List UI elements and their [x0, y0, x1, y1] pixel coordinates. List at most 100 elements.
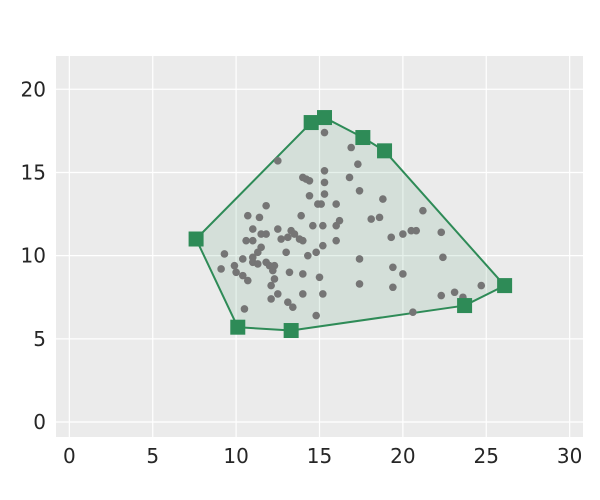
scatter-point [253, 260, 262, 268]
scatter-point [242, 236, 250, 245]
scatter-point [419, 206, 427, 215]
scatter-point [282, 248, 290, 257]
scatter-point [354, 160, 362, 168]
x-tick-label: 25 [474, 444, 499, 468]
scatter-point [240, 305, 249, 313]
scatter-point [230, 261, 239, 270]
scatter-point [389, 263, 397, 272]
scatter-point [238, 255, 247, 263]
hull-vertex-marker [230, 319, 246, 335]
scatter-point [232, 268, 240, 277]
scatter-point [355, 255, 364, 263]
scatter-point [347, 143, 355, 152]
scatter-point [220, 250, 229, 258]
y-tick-label: 5 [33, 327, 46, 351]
x-tick-label: 10 [223, 444, 248, 468]
hull-vertex-marker [317, 110, 333, 126]
scatter-point [375, 213, 384, 222]
scatter-point [319, 290, 327, 298]
y-tick-labels: 0 5 10 15 20 [21, 77, 46, 434]
scatter-point [409, 308, 417, 317]
scatter-point [305, 191, 314, 200]
x-tick-label: 30 [557, 444, 582, 468]
scatter-point [262, 201, 270, 210]
scatter-point [437, 291, 446, 300]
scatter-point [309, 221, 317, 230]
x-tick-label: 5 [146, 444, 159, 468]
scatter-point [389, 283, 397, 292]
scatter-point [320, 166, 329, 175]
hull-vertex-marker [377, 143, 393, 159]
scatter-point [312, 311, 320, 320]
scatter-point [315, 273, 324, 282]
scatter-point [290, 230, 299, 238]
scatter-point [355, 186, 364, 195]
hull-vertex-marker [303, 115, 319, 131]
scatter-point [379, 195, 387, 203]
scatter-point [477, 281, 486, 290]
scatter-point [399, 270, 407, 278]
hull-vertex-marker [188, 231, 204, 247]
scatter-point [319, 241, 327, 250]
scatter-point [332, 200, 340, 208]
scatter-point [217, 265, 225, 273]
scatter-point [387, 233, 396, 242]
x-tick-labels: 0 5 10 15 20 25 30 [63, 444, 582, 468]
scatter-point [284, 233, 292, 242]
x-tick-label: 0 [63, 444, 76, 468]
scatter-point [355, 280, 364, 288]
hull-vertex-marker [457, 298, 473, 314]
x-tick-label: 15 [307, 444, 332, 468]
scatter-point [312, 248, 320, 257]
scatter-point [270, 275, 279, 283]
scatter-point [238, 271, 247, 280]
scatter-point [285, 268, 294, 277]
scatter-point [297, 211, 305, 220]
scatter-point [274, 157, 282, 165]
y-tick-label: 0 [33, 410, 46, 434]
scatter-point [248, 236, 257, 245]
scatter-point [255, 213, 264, 222]
scatter-point [274, 225, 282, 233]
y-tick-label: 10 [21, 244, 46, 268]
scatter-point [299, 173, 307, 182]
scatter-point [412, 226, 421, 235]
scatter-point [267, 281, 275, 290]
scatter-point [439, 253, 447, 262]
scatter-point [437, 228, 446, 237]
scatter-point [269, 266, 277, 275]
scatter-point [253, 248, 262, 257]
scatter-point [320, 128, 329, 137]
scatter-point [317, 200, 325, 208]
scatter-point [367, 215, 375, 223]
scatter-point [304, 251, 312, 260]
scatter-point [399, 230, 407, 238]
scatter-point [299, 270, 307, 278]
scatter-point [289, 303, 297, 312]
scatter-point [320, 178, 329, 187]
scatter-point [320, 190, 329, 198]
hull-vertex-marker [497, 278, 513, 294]
scatter-point [243, 211, 252, 220]
scatter-point [267, 295, 275, 303]
y-tick-label: 20 [21, 77, 46, 101]
scatter-point [243, 276, 252, 285]
scatter-point [299, 290, 307, 298]
scatter-point [332, 221, 340, 230]
scatter-point [262, 230, 270, 238]
x-tick-label: 20 [390, 444, 415, 468]
scatter-point [248, 225, 257, 233]
scatter-point [277, 235, 285, 243]
grid-lines [56, 56, 583, 437]
scatter-point [299, 236, 307, 245]
y-tick-label: 15 [21, 160, 46, 184]
hull-vertex-marker [355, 130, 371, 146]
scatter-point [450, 288, 459, 297]
hull-vertices [188, 110, 513, 339]
scatter-points [217, 128, 486, 320]
scatter-point [332, 236, 340, 245]
scatter-point [319, 221, 327, 230]
scatter-point [345, 173, 354, 182]
scatter-point [274, 290, 282, 298]
